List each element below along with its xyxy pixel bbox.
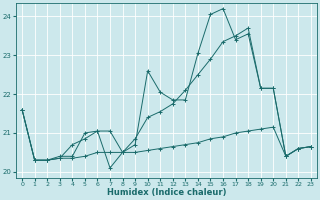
X-axis label: Humidex (Indice chaleur): Humidex (Indice chaleur) (107, 188, 226, 197)
